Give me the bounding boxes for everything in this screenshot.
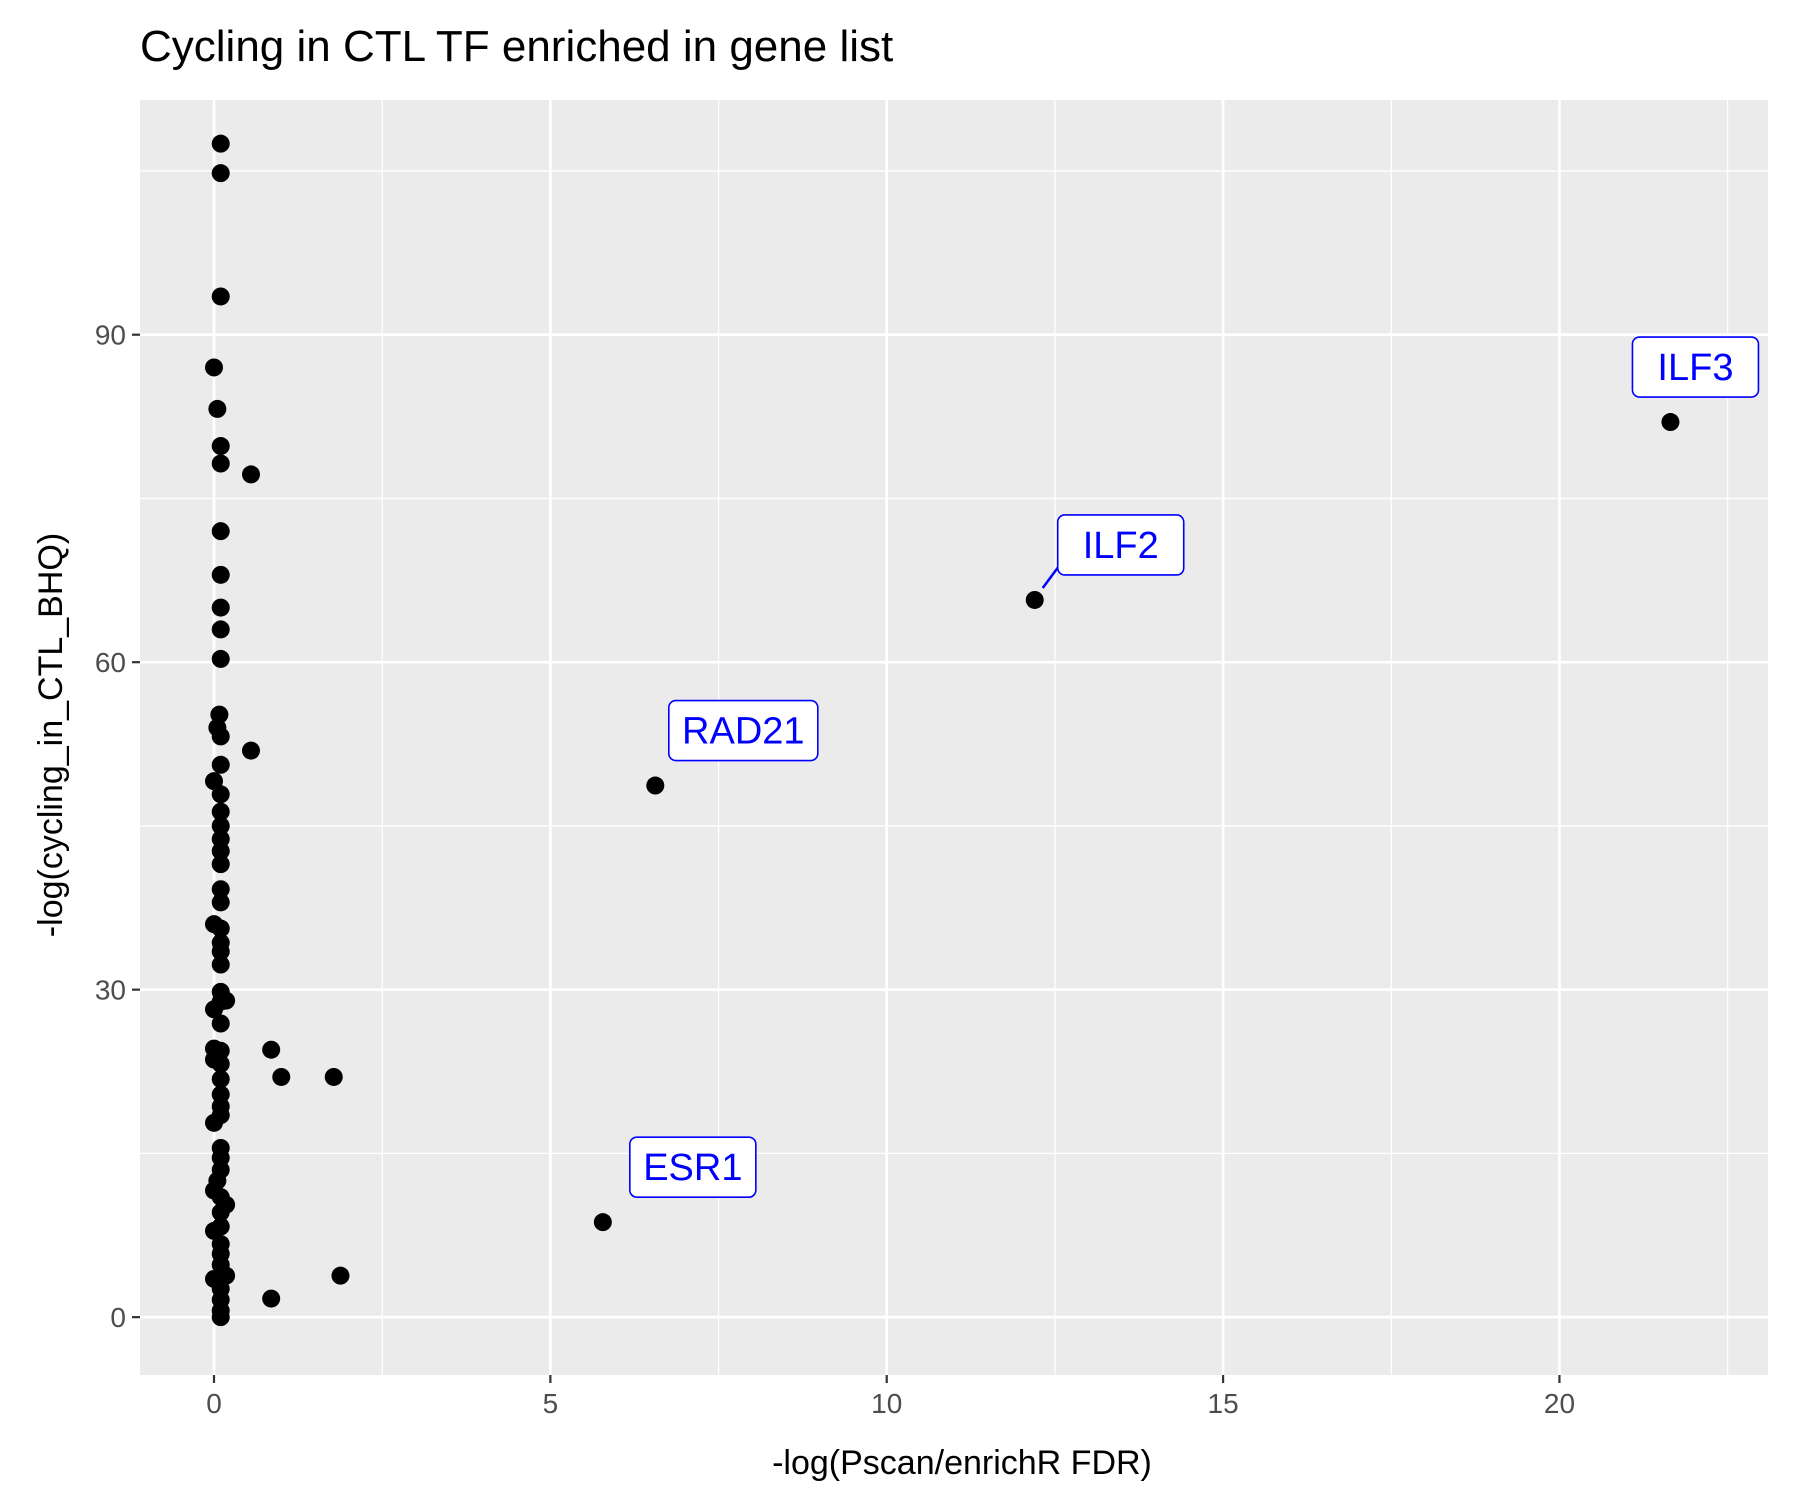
point-label-box: [1631, 336, 1760, 398]
data-point: [262, 1040, 281, 1059]
y-tick-label: 60: [95, 647, 126, 678]
point-labels: ESR1 RAD21 ILF2 ILF3: [629, 336, 1760, 1198]
x-axis-title: -log(Pscan/enrichR FDR): [772, 1444, 1152, 1482]
data-point: [211, 287, 230, 306]
grid-lines: [140, 100, 1768, 1375]
data-point: [211, 727, 230, 746]
y-tick-label: 90: [95, 320, 126, 351]
point-label-text: ILF2: [1083, 525, 1159, 567]
data-point: [211, 893, 230, 912]
data-point: [205, 1113, 223, 1132]
data-point: [211, 816, 230, 835]
point-label-text: ILF3: [1657, 347, 1733, 389]
data-points: [205, 134, 1680, 1327]
x-tick-label: 10: [871, 1388, 902, 1419]
data-point: [211, 1203, 230, 1222]
point-label-box: [629, 1136, 757, 1198]
data-point: [242, 741, 260, 760]
data-point: [211, 620, 230, 639]
plot-panel: [140, 100, 1768, 1375]
x-tick-label: 0: [206, 1388, 222, 1419]
data-point: [242, 465, 260, 484]
data-point: [211, 955, 230, 974]
data-point: [1025, 590, 1044, 609]
data-point: [211, 1070, 230, 1089]
y-tick-label: 30: [95, 975, 126, 1006]
data-point: [262, 1289, 281, 1308]
data-point: [205, 358, 223, 377]
data-point: [211, 598, 230, 617]
data-point: [211, 164, 230, 183]
point-label-text: ESR1: [643, 1147, 742, 1189]
label-leader-line: [1041, 564, 1061, 589]
data-point: [211, 1308, 230, 1327]
axes: 0 5 10 15 20 0 30 60 90: [95, 320, 1575, 1419]
data-point: [324, 1067, 343, 1086]
data-point: [211, 1054, 230, 1073]
data-point: [211, 880, 230, 899]
data-point: [211, 802, 230, 821]
point-label-box: [1056, 514, 1185, 576]
data-point: [211, 855, 230, 874]
x-tick-label: 20: [1544, 1388, 1575, 1419]
data-point: [211, 942, 230, 961]
data-point: [211, 649, 230, 668]
chart-title: Cycling in CTL TF enriched in gene list: [140, 22, 893, 71]
data-point: [211, 785, 230, 804]
x-tick-label: 5: [543, 1388, 559, 1419]
data-point: [211, 1014, 230, 1033]
point-label-box: [668, 699, 819, 762]
data-point: [211, 437, 230, 456]
data-point: [211, 454, 230, 473]
point-label-text: RAD21: [682, 711, 805, 753]
data-point: [646, 776, 665, 795]
data-point: [211, 134, 230, 153]
data-point: [211, 565, 230, 584]
data-point: [331, 1266, 350, 1285]
y-axis-title: -log(cycling_in_CTL_BHQ): [32, 533, 70, 937]
data-point: [217, 991, 236, 1010]
data-point: [1661, 413, 1680, 432]
data-point: [211, 522, 230, 541]
x-tick-label: 15: [1208, 1388, 1239, 1419]
data-point: [208, 399, 227, 418]
data-point: [211, 919, 230, 938]
y-tick-label: 0: [110, 1302, 126, 1333]
data-point: [272, 1067, 291, 1086]
data-point: [593, 1213, 612, 1232]
data-point: [211, 755, 230, 774]
data-point: [211, 842, 230, 861]
